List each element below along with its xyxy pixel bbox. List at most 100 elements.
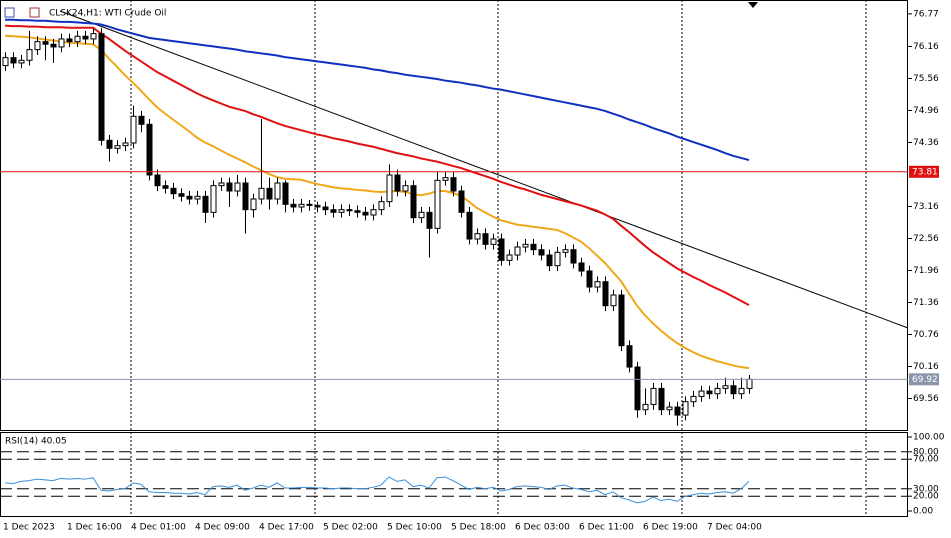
candle-body: [562, 249, 569, 253]
candle-body: [666, 406, 673, 411]
candle-body: [266, 187, 273, 200]
rsi-frame: [0, 432, 908, 517]
x-tick-label: 6 Dec 03:00: [515, 523, 570, 533]
candle-body: [354, 210, 361, 213]
candle-body: [442, 177, 449, 181]
candle-body: [194, 195, 201, 200]
candle-body: [546, 254, 553, 267]
candle-body: [146, 123, 153, 176]
x-tick-label: 4 Dec 09:00: [195, 523, 250, 533]
candle-body: [66, 38, 73, 43]
candle-body: [610, 294, 617, 307]
candle-body: [602, 281, 609, 307]
candle-body: [714, 387, 721, 395]
candle-body: [34, 41, 41, 51]
x-tick-label: 7 Dec 04:00: [707, 523, 762, 533]
candle-body: [434, 179, 441, 229]
rsi-title: RSI(14) 40.05: [5, 437, 67, 447]
candle-body: [42, 41, 49, 45]
candle-body: [506, 254, 513, 261]
candle-body: [426, 211, 433, 229]
y-tick-label: 69.56: [913, 394, 939, 404]
candle-body: [298, 203, 305, 208]
candle-body: [90, 33, 97, 40]
candle-body: [642, 403, 649, 411]
candle-body: [514, 246, 521, 256]
moving-average: [4, 34, 750, 370]
candle-body: [10, 57, 17, 64]
candle-body: [258, 187, 265, 200]
candle-body: [338, 209, 345, 213]
candle-body: [650, 387, 657, 405]
y-tick-label: 70.16: [913, 362, 939, 372]
candle-body: [474, 233, 481, 240]
candle-body: [274, 182, 281, 200]
moving-average: [4, 24, 750, 307]
y-tick-label: 70.76: [913, 330, 939, 340]
x-tick-label: 5 Dec 10:00: [387, 523, 442, 533]
candle-body: [202, 195, 209, 213]
price-label-box: [909, 373, 939, 386]
y-tick-label: 73.16: [913, 202, 939, 212]
trendline: [59, 10, 909, 329]
shift-marker: [748, 2, 758, 8]
candle-body: [378, 201, 385, 211]
x-tick-label: 1 Dec 2023: [3, 523, 55, 533]
candle-body: [218, 182, 225, 187]
candle-body: [362, 211, 369, 216]
x-tick-label: 5 Dec 02:00: [323, 523, 378, 533]
candle-body: [490, 238, 497, 245]
candle-body: [722, 385, 729, 389]
price-label-box: [909, 165, 939, 178]
candle-body: [394, 174, 401, 192]
y-tick-label: 0.00: [913, 507, 933, 517]
x-tick-label: 4 Dec 01:00: [131, 523, 186, 533]
candle-body: [698, 390, 705, 397]
candle-body: [418, 211, 425, 219]
x-tick-label: 4 Dec 17:00: [259, 523, 314, 533]
candle-body: [538, 249, 545, 256]
candle-body: [74, 35, 81, 43]
icon: [4, 7, 15, 18]
candle-body: [242, 182, 249, 211]
candle-body: [250, 198, 257, 211]
x-tick-label: 6 Dec 19:00: [643, 523, 698, 533]
candle-body: [618, 294, 625, 347]
main-frame: [0, 0, 908, 431]
plot: [0, 18, 908, 504]
candle-body: [50, 43, 57, 48]
candle-body: [458, 190, 465, 213]
candle-body: [466, 211, 473, 240]
candle-body: [306, 203, 313, 206]
y-tick-label: 76.16: [913, 42, 939, 52]
candle-body: [130, 115, 137, 144]
candle-body: [682, 401, 689, 416]
candle-body: [314, 204, 321, 208]
candle-body: [386, 174, 393, 203]
y-tick-label: 72.56: [913, 234, 939, 244]
y-tick-label: 76.77: [913, 9, 939, 19]
candle-body: [674, 406, 681, 416]
candle-body: [658, 387, 665, 411]
candle-body: [634, 366, 641, 411]
candle-body: [98, 33, 105, 141]
candle-body: [26, 49, 33, 61]
candle-body: [2, 57, 9, 67]
candle-body: [730, 385, 737, 395]
y-tick-label: 80.00: [913, 447, 939, 457]
candle-body: [410, 185, 417, 219]
candle-body: [226, 182, 233, 192]
candle-body: [18, 59, 25, 64]
candle-body: [346, 209, 353, 212]
candle-body: [554, 251, 561, 267]
candle-body: [82, 35, 89, 40]
candle-body: [522, 243, 529, 248]
candle-body: [570, 249, 577, 264]
candle-body: [402, 185, 409, 192]
candle-body: [282, 182, 289, 205]
candle-body: [738, 387, 745, 395]
x-tick-label: 1 Dec 16:00: [67, 523, 122, 533]
x-tick-label: 6 Dec 11:00: [579, 523, 634, 533]
price-label: 73.81: [912, 167, 938, 177]
